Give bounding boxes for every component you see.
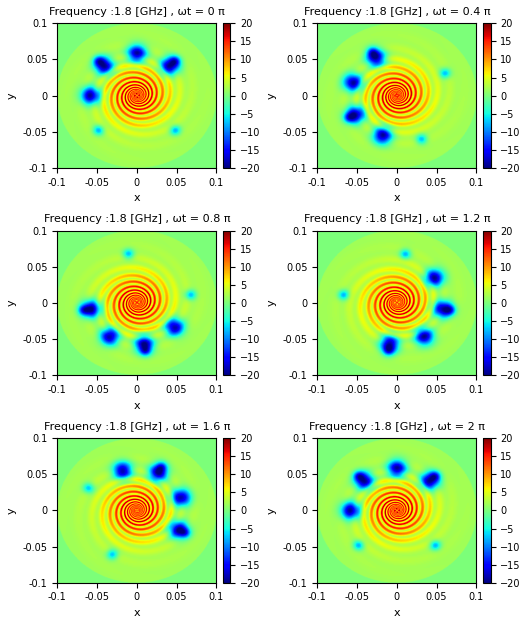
- Y-axis label: y: y: [7, 300, 17, 306]
- Y-axis label: y: y: [267, 507, 277, 514]
- Title: Frequency :1.8 [GHz] , ωt = 1.2 π: Frequency :1.8 [GHz] , ωt = 1.2 π: [304, 214, 490, 224]
- Y-axis label: y: y: [7, 507, 17, 514]
- Title: Frequency :1.8 [GHz] , ωt = 1.6 π: Frequency :1.8 [GHz] , ωt = 1.6 π: [44, 422, 230, 432]
- X-axis label: x: x: [394, 193, 400, 203]
- Title: Frequency :1.8 [GHz] , ωt = 0.8 π: Frequency :1.8 [GHz] , ωt = 0.8 π: [44, 214, 230, 224]
- X-axis label: x: x: [133, 193, 140, 203]
- X-axis label: x: x: [133, 608, 140, 618]
- X-axis label: x: x: [394, 401, 400, 411]
- Y-axis label: y: y: [7, 92, 17, 99]
- Title: Frequency :1.8 [GHz] , ωt = 0 π: Frequency :1.8 [GHz] , ωt = 0 π: [49, 7, 225, 17]
- X-axis label: x: x: [133, 401, 140, 411]
- Title: Frequency :1.8 [GHz] , ωt = 0.4 π: Frequency :1.8 [GHz] , ωt = 0.4 π: [304, 7, 490, 17]
- Title: Frequency :1.8 [GHz] , ωt = 2 π: Frequency :1.8 [GHz] , ωt = 2 π: [309, 422, 485, 432]
- Y-axis label: y: y: [267, 92, 277, 99]
- Y-axis label: y: y: [267, 300, 277, 306]
- X-axis label: x: x: [394, 608, 400, 618]
